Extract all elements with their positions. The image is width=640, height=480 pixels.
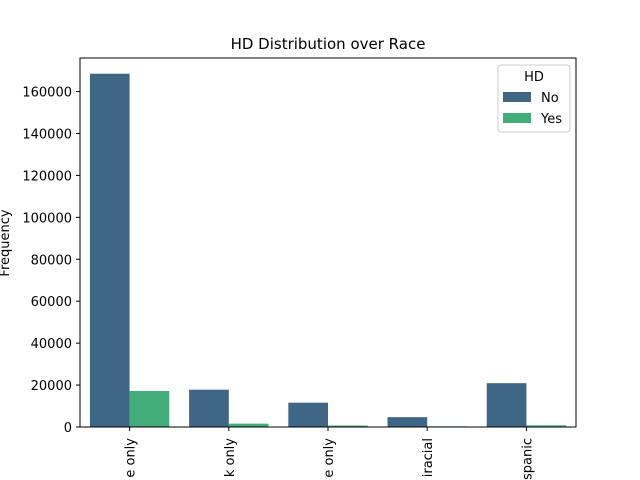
x-tick-label: spanic (520, 438, 535, 480)
x-tick-label: iracial (421, 438, 436, 477)
bar-yes-4 (526, 425, 567, 427)
bars-group (89, 73, 567, 427)
legend-title: HD (524, 70, 544, 85)
plot-frame (79, 57, 577, 428)
legend: HD No Yes (497, 64, 571, 133)
bar-yes-0 (129, 390, 170, 427)
x-tick-label: k only (223, 438, 238, 477)
y-axis: 0 20000 40000 60000 80000 100000 120000 140000 1… (22, 86, 80, 436)
legend-label-no: No (541, 91, 559, 106)
y-tick-label: 40000 (31, 337, 72, 352)
y-tick-label: 160000 (22, 86, 72, 101)
y-tick-label: 80000 (31, 253, 72, 268)
y-axis-label: Frequency (0, 209, 13, 276)
y-tick-label: 20000 (31, 379, 72, 394)
legend-label-yes: Yes (540, 112, 562, 127)
legend-swatch-no (503, 92, 531, 102)
x-tick-label: e only (124, 438, 139, 478)
bar-no-2 (288, 402, 328, 427)
chart-title: HD Distribution over Race (231, 35, 426, 53)
y-tick-label: 100000 (22, 211, 72, 226)
x-axis: e only k only e only iracial spanic (124, 427, 535, 480)
y-tick-label: 140000 (22, 127, 72, 142)
bar-no-3 (387, 417, 428, 427)
y-tick-label: 120000 (22, 169, 72, 184)
bar-no-1 (189, 389, 229, 427)
x-tick-label: e only (322, 438, 337, 478)
bar-no-4 (486, 383, 527, 427)
y-tick-label: 0 (64, 421, 72, 436)
bar-yes-1 (228, 423, 269, 427)
y-tick-label: 60000 (31, 295, 72, 310)
bar-no-0 (89, 73, 130, 427)
bar-yes-2 (328, 425, 368, 427)
legend-swatch-yes (503, 113, 531, 123)
